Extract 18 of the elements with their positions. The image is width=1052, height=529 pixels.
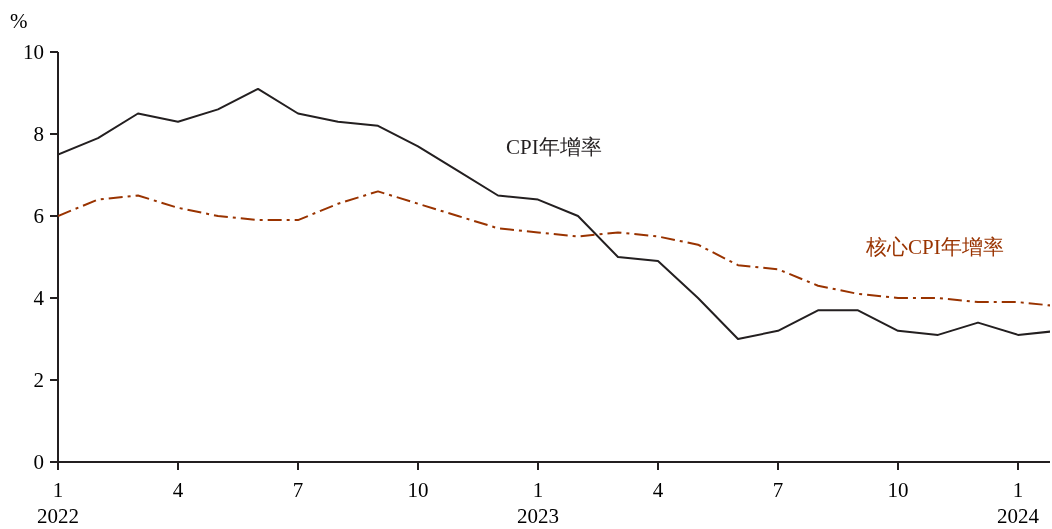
x-tick-label: 4	[652, 478, 664, 502]
y-tick-label: 6	[33, 204, 44, 228]
series-label: 核心CPI年增率	[865, 234, 1004, 259]
y-tick-label: 0	[33, 450, 44, 474]
y-tick-label: 10	[23, 40, 44, 64]
series-label: CPI年增率	[506, 134, 602, 159]
x-tick-label: 1 2024	[997, 478, 1040, 528]
x-tick-label: 10	[887, 478, 909, 502]
y-tick-label: 8	[33, 122, 44, 146]
y-axis-title: %	[10, 9, 28, 33]
x-tick-label: 4	[172, 478, 184, 502]
x-tick-label: 1 2022	[37, 478, 79, 528]
x-tick-label: 1 2023	[517, 478, 559, 528]
x-tick-label: 7	[772, 478, 784, 502]
y-tick-label: 4	[33, 286, 45, 310]
x-tick-label: 7	[292, 478, 304, 502]
y-tick-label: 2	[33, 368, 44, 392]
x-tick-label: 10	[407, 478, 429, 502]
